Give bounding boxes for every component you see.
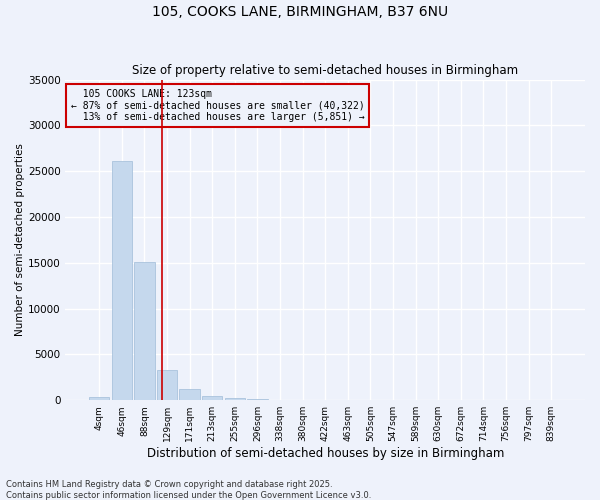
Title: Size of property relative to semi-detached houses in Birmingham: Size of property relative to semi-detach… xyxy=(132,64,518,77)
Y-axis label: Number of semi-detached properties: Number of semi-detached properties xyxy=(15,144,25,336)
X-axis label: Distribution of semi-detached houses by size in Birmingham: Distribution of semi-detached houses by … xyxy=(146,447,504,460)
Bar xyxy=(112,161,132,400)
Bar xyxy=(179,389,200,400)
Text: 105 COOKS LANE: 123sqm
← 87% of semi-detached houses are smaller (40,322)
  13% : 105 COOKS LANE: 123sqm ← 87% of semi-det… xyxy=(71,89,364,122)
Bar xyxy=(134,262,155,400)
Text: Contains HM Land Registry data © Crown copyright and database right 2025.
Contai: Contains HM Land Registry data © Crown c… xyxy=(6,480,371,500)
Bar xyxy=(89,396,109,400)
Bar xyxy=(224,398,245,400)
Text: 105, COOKS LANE, BIRMINGHAM, B37 6NU: 105, COOKS LANE, BIRMINGHAM, B37 6NU xyxy=(152,5,448,19)
Bar xyxy=(157,370,177,400)
Bar xyxy=(202,396,223,400)
